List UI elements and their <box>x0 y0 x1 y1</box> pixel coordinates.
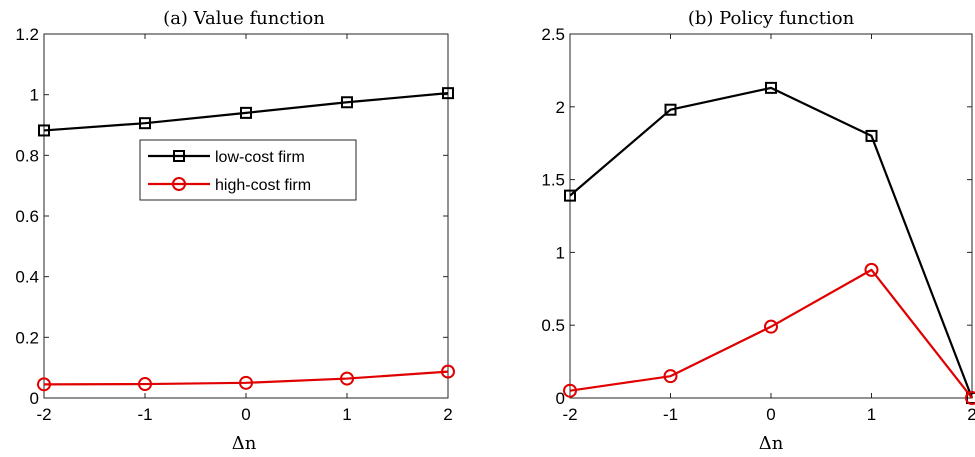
y-tick-label: 0.8 <box>15 146 39 165</box>
data-point-square <box>564 189 576 202</box>
data-point-circle <box>563 383 577 398</box>
y-tick-label: 0.6 <box>15 207 39 226</box>
x-tick-label: -1 <box>137 405 152 424</box>
x-tick-label: 0 <box>241 405 250 424</box>
x-tick-label: -1 <box>663 405 678 424</box>
y-tick-label: 1.5 <box>541 171 565 190</box>
panel-policy-function: (b) Policy function Δn -2 -1 0 1 2 0 0.5 1 1.5 2 2… <box>541 8 975 454</box>
data-point-square <box>38 124 50 137</box>
y-tick-label: 1 <box>556 243 565 262</box>
data-point-circle <box>239 375 253 390</box>
y-tick-label: 1 <box>30 86 39 105</box>
y-tick-label: 2.5 <box>541 25 565 44</box>
data-point-circle <box>441 364 455 379</box>
data-point-square <box>765 81 777 94</box>
legend-label: low-cost firm <box>215 149 305 166</box>
data-point-circle <box>864 262 879 277</box>
data-point-square <box>139 117 151 130</box>
data-point-square <box>240 106 252 119</box>
chart-title: (b) Policy function <box>688 8 855 29</box>
y-tick-label: 0.5 <box>541 316 565 335</box>
legend-marker-square <box>173 150 185 162</box>
x-tick-label: -2 <box>562 405 577 424</box>
x-axis-label: Δn <box>759 433 784 454</box>
data-point-circle <box>965 391 975 405</box>
legend: low-cost firm high-cost firm <box>139 139 357 201</box>
x-tick-label: 1 <box>867 405 876 424</box>
data-point-square <box>442 87 454 100</box>
panel-value-function: (a) Value function Δn -2 -1 0 1 2 0 0.2 0.4 0.6 0… <box>15 8 455 454</box>
chart-title: (a) Value function <box>163 8 325 29</box>
y-tick-label: 0.2 <box>15 328 39 347</box>
data-point-circle <box>138 377 152 392</box>
x-tick-label: 0 <box>766 405 775 424</box>
series-line <box>43 370 449 386</box>
legend-label: high-cost firm <box>215 177 311 194</box>
y-tick-label: 0.4 <box>15 268 39 287</box>
x-tick-label: 2 <box>967 405 975 424</box>
y-tick-label: 1.2 <box>15 25 39 44</box>
data-point-circle <box>37 377 51 392</box>
x-tick-label: 1 <box>342 405 351 424</box>
legend-marker-circle <box>172 177 186 191</box>
data-point-circle <box>764 319 778 334</box>
series-line <box>569 86 974 399</box>
series-line <box>43 92 449 132</box>
x-axis-label: Δn <box>232 433 257 454</box>
data-point-circle <box>340 371 354 386</box>
x-tick-label: -2 <box>36 405 51 424</box>
data-point-square <box>664 103 677 116</box>
y-tick-label: 0 <box>556 389 565 408</box>
series-line <box>569 268 973 399</box>
data-point-circle <box>663 369 678 384</box>
x-tick-label: 2 <box>443 405 452 424</box>
plot-frame <box>43 33 449 399</box>
data-point-square <box>341 96 353 109</box>
y-tick-label: 0 <box>30 389 39 408</box>
y-tick-label: 2 <box>556 98 565 117</box>
data-point-square <box>865 129 878 142</box>
